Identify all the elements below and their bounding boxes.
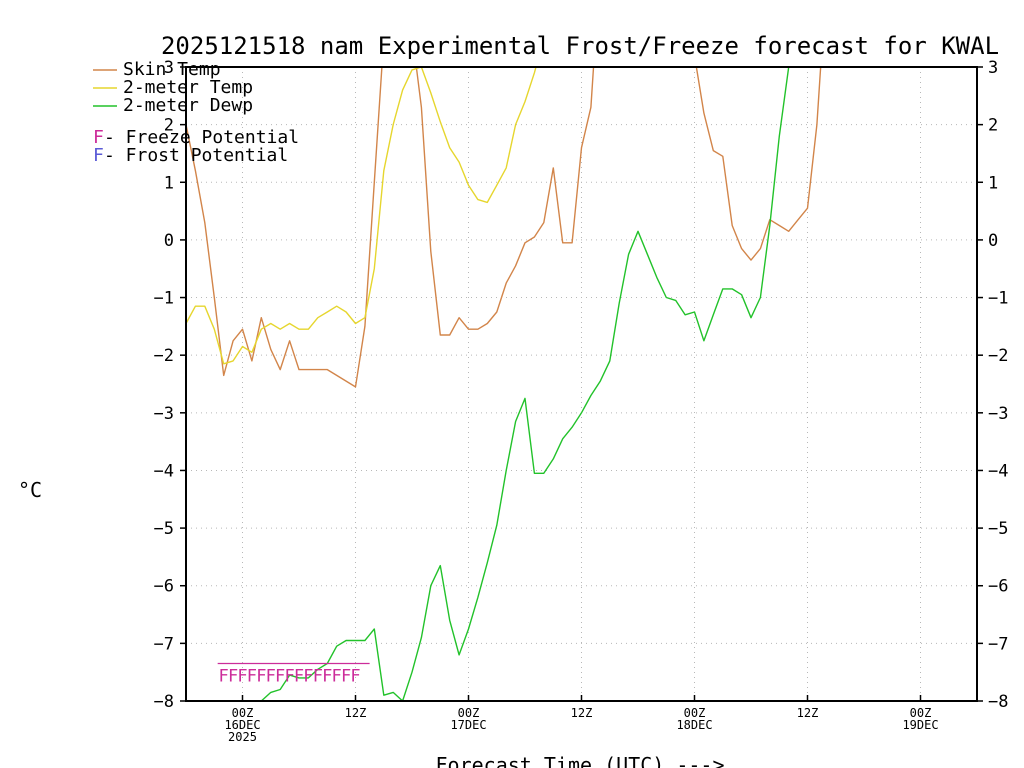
y-tick-label-left: −6 bbox=[154, 577, 174, 597]
y-tick-label-right: −3 bbox=[988, 404, 1008, 424]
y-tick-label-left: −8 bbox=[154, 692, 174, 712]
y-tick-label-left: −2 bbox=[154, 346, 174, 366]
y-tick-label-right: −8 bbox=[988, 692, 1008, 712]
plot-grid bbox=[186, 67, 977, 701]
x-tick-label: 2025 bbox=[228, 730, 257, 744]
plot-frame bbox=[185, 66, 978, 702]
freeze-potential-marker: F bbox=[247, 667, 257, 687]
x-tick-label: 00Z bbox=[232, 706, 254, 720]
y-tick-label-left: −1 bbox=[154, 289, 174, 309]
freeze-potential-marker: F bbox=[284, 667, 294, 687]
y-tick-label-left: 1 bbox=[164, 173, 174, 193]
x-tick-label: 12Z bbox=[345, 706, 367, 720]
freeze-potential-marker: F bbox=[256, 667, 266, 687]
series-line-2-meter-temp bbox=[186, 67, 537, 365]
freeze-potential-marker: F bbox=[332, 667, 342, 687]
legend-label: - Freeze Potential bbox=[104, 127, 299, 148]
chart-title: 2025121518 nam Experimental Frost/Freeze… bbox=[161, 32, 999, 60]
y-tick-label-left: 3 bbox=[164, 58, 174, 78]
y-tick-label-left: 0 bbox=[164, 231, 174, 251]
x-tick-label: 19DEC bbox=[902, 718, 938, 732]
x-axis-label: Forecast Time (UTC) ---> bbox=[436, 753, 725, 768]
freeze-potential-marker: F bbox=[275, 667, 285, 687]
y-tick-label-left: 2 bbox=[164, 116, 174, 136]
y-tick-label-right: −6 bbox=[988, 577, 1008, 597]
x-tick-label: 16DEC bbox=[224, 718, 260, 732]
x-tick-label: 18DEC bbox=[676, 718, 712, 732]
y-tick-label-right: 1 bbox=[988, 173, 998, 193]
legend-marker: F bbox=[93, 127, 104, 148]
freeze-potential-marker: F bbox=[294, 667, 304, 687]
freeze-potential-marker: F bbox=[341, 667, 351, 687]
y-tick-label-right: 2 bbox=[988, 116, 998, 136]
x-tick-label: 12Z bbox=[797, 706, 819, 720]
freeze-potential-marker: F bbox=[266, 667, 276, 687]
legend-label: 2-meter Temp bbox=[123, 77, 253, 98]
y-tick-label-right: 0 bbox=[988, 231, 998, 251]
y-axis-unit-label: °C bbox=[18, 478, 42, 502]
legend-label: - Frost Potential bbox=[104, 145, 288, 166]
y-tick-label-right: −4 bbox=[988, 461, 1008, 481]
freeze-potential-marker: F bbox=[228, 667, 238, 687]
freeze-potential-marker: F bbox=[313, 667, 323, 687]
x-tick-label: 17DEC bbox=[450, 718, 486, 732]
y-tick-label-left: −5 bbox=[154, 519, 174, 539]
freeze-potential-marker: F bbox=[303, 667, 313, 687]
x-tick-label: 12Z bbox=[571, 706, 593, 720]
x-tick-label: 00Z bbox=[458, 706, 480, 720]
freeze-potential-marker: F bbox=[350, 667, 360, 687]
legend-marker: F bbox=[93, 145, 104, 166]
series-layer bbox=[186, 67, 822, 701]
freeze-potential-marker: F bbox=[322, 667, 332, 687]
y-tick-label-right: −1 bbox=[988, 289, 1008, 309]
y-tick-label-left: −4 bbox=[154, 461, 174, 481]
legend-label: 2-meter Dewp bbox=[123, 95, 253, 116]
series-line-2-meter-dewp bbox=[250, 67, 790, 701]
series-line-skin-temp bbox=[186, 67, 822, 388]
y-tick-label-right: −2 bbox=[988, 346, 1008, 366]
y-tick-label-right: −7 bbox=[988, 634, 1008, 654]
freeze-potential-marker: F bbox=[237, 667, 247, 687]
x-tick-label: 00Z bbox=[910, 706, 932, 720]
y-tick-label-left: −7 bbox=[154, 634, 174, 654]
freeze-potential-marker: F bbox=[219, 667, 229, 687]
x-tick-label: 00Z bbox=[684, 706, 706, 720]
y-tick-label-right: −5 bbox=[988, 519, 1008, 539]
y-tick-label-left: −3 bbox=[154, 404, 174, 424]
legend-label: Skin Temp bbox=[123, 59, 221, 80]
y-tick-label-right: 3 bbox=[988, 58, 998, 78]
